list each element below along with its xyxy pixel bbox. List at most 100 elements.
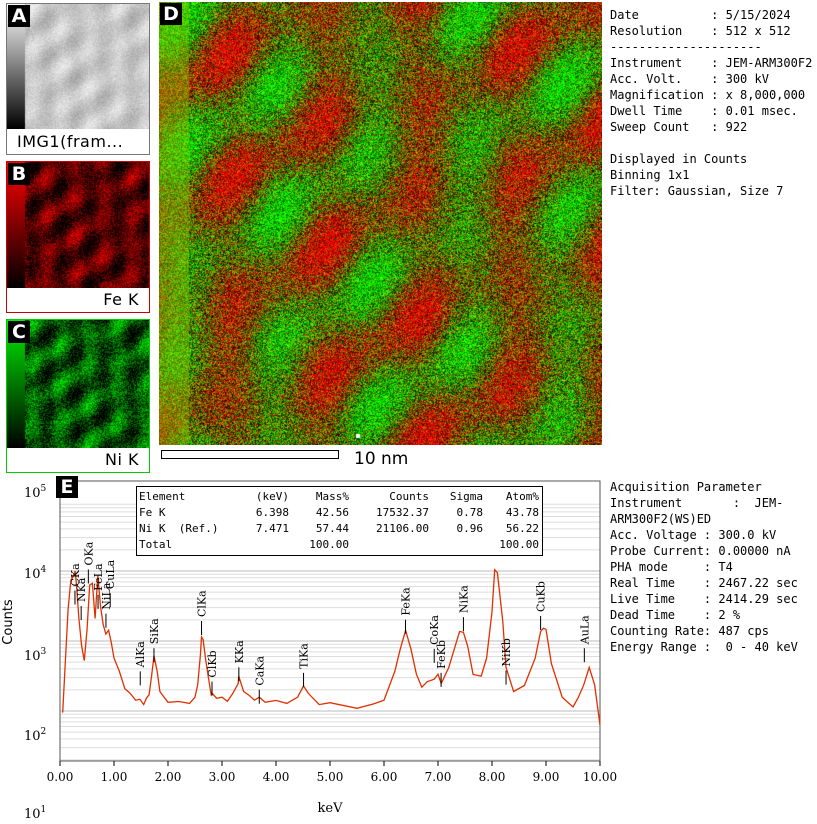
info-line: Instrument : JEM-	[610, 496, 784, 510]
table-header-cell: Element	[139, 490, 186, 503]
table-row-cell: 21106.00	[376, 522, 429, 535]
y-tick-exponent: 4	[41, 565, 47, 575]
table-row-cell: Total	[139, 538, 173, 551]
x-tick-label: 6.00	[371, 770, 398, 784]
peak-label: ClKb	[206, 650, 219, 677]
panel-e-label: E	[56, 476, 78, 498]
y-tick-exponent: 2	[41, 727, 47, 737]
info-line: Acc. Voltage : 300.0 kV	[610, 528, 777, 542]
table-row-cell: 7.471	[255, 522, 289, 535]
peak-label: FeKa	[399, 587, 412, 616]
panel-a-haadf-image: A IMG1(fram...	[6, 3, 150, 155]
panel-c-ni-map: C Ni K	[6, 319, 150, 473]
x-tick-label: 3.00	[209, 770, 236, 784]
info-line: Displayed in Counts	[610, 152, 748, 166]
acquisition-info-bottom: Acquisition Parameter Instrument : JEM- …	[610, 480, 815, 660]
table-row-cell: 43.78	[505, 506, 539, 519]
y-tick-label: 102	[24, 727, 46, 744]
table-row-cell: 100.00	[499, 538, 539, 551]
peak-label: SiKa	[148, 618, 161, 644]
y-tick-label: 103	[24, 647, 47, 664]
x-tick-label: 1.00	[101, 770, 128, 784]
info-line: Magnification : x 8,000,000	[610, 88, 806, 102]
peak-label: NiKa	[457, 585, 470, 613]
peak-label: KKa	[233, 640, 246, 663]
y-tick-exponent: 1	[41, 805, 47, 815]
panel-a-label: A	[8, 5, 30, 27]
panel-c-label: C	[8, 321, 30, 343]
x-tick-label: 7.00	[425, 770, 452, 784]
x-tick-label: 5.00	[317, 770, 344, 784]
info-line: PHA mode : T4	[610, 560, 733, 574]
y-tick-label: 105	[24, 484, 47, 501]
info-line: Real Time : 2467.22 sec	[610, 576, 798, 590]
peak-label: CuLa	[104, 559, 117, 589]
panel-d-label: D	[160, 3, 182, 25]
panel-b-caption: Fe K	[7, 288, 149, 312]
info-line: Filter: Gaussian, Size 7	[610, 184, 784, 198]
ni-k-map	[7, 320, 149, 448]
peak-label: FeLa	[92, 563, 105, 591]
table-header-cell: Sigma	[449, 490, 483, 503]
info-line: ---------------------	[610, 40, 762, 54]
peak-label: CKa	[69, 563, 82, 587]
acquisition-info-top: Date : 5/15/2024 Resolution : 512 x 512 …	[610, 8, 815, 208]
peak-label: FeKb	[435, 640, 448, 669]
peak-label: AuLa	[578, 615, 591, 645]
table-row-cell: 57.44	[315, 522, 349, 535]
info-line: Dwell Time : 0.01 msec.	[610, 104, 798, 118]
table-row-cell: 42.56	[315, 506, 349, 519]
panel-d-overlay-map: D	[159, 2, 602, 445]
peak-label: CuKb	[535, 581, 548, 612]
y-axis-ticks: 105 104 103 102 101	[24, 484, 47, 822]
table-row-cell: Fe K	[139, 506, 166, 519]
panel-a-caption: IMG1(fram...	[7, 130, 149, 154]
haadf-image	[7, 4, 149, 129]
table-row-cell: 17532.37	[376, 506, 429, 519]
peak-label: NiLa	[100, 582, 113, 609]
panel-c-caption: Ni K	[7, 448, 149, 472]
table-header-cell: Atom%	[505, 490, 539, 503]
info-line: Acc. Volt. : 300 kV	[610, 72, 769, 86]
x-tick-label: 2.00	[155, 770, 182, 784]
table-row-cell: 56.22	[505, 522, 539, 535]
table-row-cell: 6.398	[255, 506, 289, 519]
quant-table: Element (keV) Mass% Counts Sigma Atom% Fe K 6.3…	[136, 486, 543, 556]
peak-label: CaKa	[253, 655, 266, 685]
y-tick-label: 104	[24, 565, 47, 582]
x-tick-label: 0.00	[47, 770, 74, 784]
x-tick-label: 9.00	[533, 770, 560, 784]
spectrum-line	[62, 568, 601, 726]
x-axis-ticks: 0.00 1.00 2.00 3.00 4.00 5.00 6.00 7.00 8.00 9.00…	[47, 761, 617, 784]
info-line: Acquisition Parameter	[610, 480, 762, 494]
x-tick-label: 4.00	[263, 770, 290, 784]
info-line: Resolution : 512 x 512	[610, 24, 791, 38]
table-header-cell: Counts	[389, 490, 429, 503]
x-tick-label: 10.00	[583, 770, 617, 784]
info-line: Live Time : 2414.29 sec	[610, 592, 798, 606]
table-row-cell: 0.96	[456, 522, 484, 535]
scalebar-label: 10 nm	[354, 449, 409, 469]
peak-label: TiKa	[298, 643, 311, 669]
peak-label: CoKa	[428, 615, 441, 645]
y-tick-label: 101	[24, 805, 46, 822]
peak-label: ClKa	[196, 590, 209, 617]
peak-label: OKa	[82, 541, 95, 565]
info-line: Binning 1x1	[610, 168, 690, 182]
table-header-cell: Mass%	[315, 490, 349, 503]
table-header-cell: (keV)	[255, 490, 289, 503]
table-row-cell: 0.78	[456, 506, 484, 519]
info-line: Sweep Count : 922	[610, 120, 748, 134]
info-line: Energy Range : 0 - 40 keV	[610, 640, 798, 654]
table-row-cell: Ni K (Ref.)	[139, 522, 219, 535]
x-tick-label: 8.00	[479, 770, 506, 784]
panel-b-label: B	[8, 163, 30, 185]
info-line: Dead Time : 2 %	[610, 608, 741, 622]
peak-label: AlKa	[134, 641, 147, 669]
y-tick-exponent: 5	[41, 484, 47, 494]
y-axis-label: Counts	[1, 599, 16, 645]
y-tick-exponent: 3	[41, 647, 47, 657]
peak-label: NKa	[75, 577, 88, 602]
info-line: Counting Rate: 487 cps	[610, 624, 769, 638]
